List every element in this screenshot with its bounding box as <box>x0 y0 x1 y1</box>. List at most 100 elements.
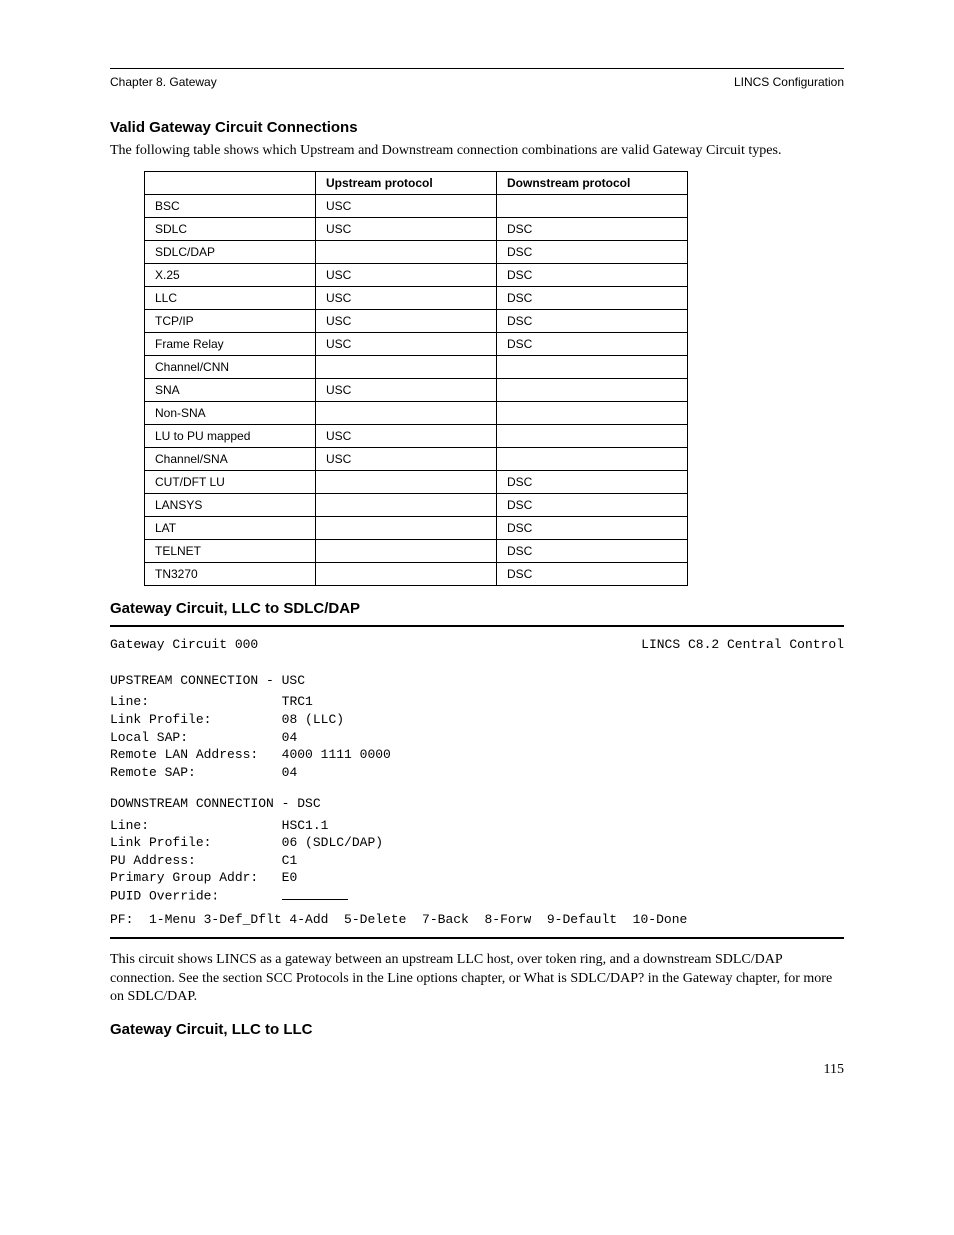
terminal-header-right: LINCS C8.2 Central Control <box>641 637 844 652</box>
table-row: X.25USCDSC <box>145 263 688 286</box>
matrix-cell: DSC <box>497 217 688 240</box>
table-row: SDLCUSCDSC <box>145 217 688 240</box>
table-row: Channel/CNN <box>145 355 688 378</box>
terminal-field-row: Line: HSC1.1 <box>110 817 844 835</box>
matrix-cell: USC <box>316 263 497 286</box>
terminal-section-heading: UPSTREAM CONNECTION - USC <box>110 672 844 690</box>
terminal-field-value: TRC1 <box>282 694 313 709</box>
matrix-cell <box>316 401 497 424</box>
terminal-field-row: Remote LAN Address: 4000 1111 0000 <box>110 746 844 764</box>
matrix-cell: LU to PU mapped <box>145 424 316 447</box>
terminal-field-label: Line: <box>110 818 282 833</box>
matrix-header-cell: Downstream protocol <box>497 171 688 194</box>
page-number: 115 <box>110 1062 844 1078</box>
matrix-cell: Channel/CNN <box>145 355 316 378</box>
table-row: Non-SNA <box>145 401 688 424</box>
terminal-field-row: Line: TRC1 <box>110 693 844 711</box>
gateway-matrix-table: Upstream protocolDownstream protocolBSCU… <box>144 171 688 586</box>
matrix-cell: USC <box>316 378 497 401</box>
matrix-cell: USC <box>316 424 497 447</box>
terminal-field-label: Local SAP: <box>110 730 282 745</box>
matrix-cell <box>497 355 688 378</box>
terminal-downstream: DOWNSTREAM CONNECTION - DSC Line: HSC1.1L… <box>110 785 844 909</box>
table-row: LAT DSC <box>145 516 688 539</box>
matrix-cell <box>316 562 497 585</box>
matrix-cell: LANSYS <box>145 493 316 516</box>
matrix-cell <box>497 447 688 470</box>
matrix-cell: USC <box>316 194 497 217</box>
matrix-cell: X.25 <box>145 263 316 286</box>
matrix-cell: USC <box>316 332 497 355</box>
matrix-cell: USC <box>316 286 497 309</box>
matrix-cell: SDLC <box>145 217 316 240</box>
terminal-field-value: HSC1.1 <box>282 818 329 833</box>
matrix-cell <box>316 355 497 378</box>
matrix-cell: TELNET <box>145 539 316 562</box>
table-row: Channel/SNAUSC <box>145 447 688 470</box>
matrix-cell: USC <box>316 447 497 470</box>
running-head-left: Chapter 8. Gateway <box>110 75 217 89</box>
matrix-header-cell: Upstream protocol <box>316 171 497 194</box>
table-row: LANSYS DSC <box>145 493 688 516</box>
matrix-cell: CUT/DFT LU <box>145 470 316 493</box>
terminal-block: Gateway Circuit 000 LINCS C8.2 Central Co… <box>110 625 844 939</box>
terminal-field-row: PU Address: C1 <box>110 852 844 870</box>
terminal-field-row: Link Profile: 08 (LLC) <box>110 711 844 729</box>
running-head-right: LINCS Configuration <box>734 75 844 89</box>
terminal-section-heading: DOWNSTREAM CONNECTION - DSC <box>110 795 844 813</box>
table-row: BSCUSC <box>145 194 688 217</box>
section-title-valid-gateway: Valid Gateway Circuit Connections <box>110 119 844 136</box>
table-row: SNAUSC <box>145 378 688 401</box>
matrix-cell: Channel/SNA <box>145 447 316 470</box>
terminal-field-label: PUID Override: <box>110 889 282 904</box>
page: Chapter 8. Gateway LINCS Configuration V… <box>0 0 954 1138</box>
terminal-field-row: Remote SAP: 04 <box>110 764 844 782</box>
matrix-cell <box>497 424 688 447</box>
terminal-title: Gateway Circuit, LLC to SDLC/DAP <box>110 600 844 617</box>
terminal-field-value: E0 <box>282 870 298 885</box>
table-row: CUT/DFT LUDSC <box>145 470 688 493</box>
table-row: LLCUSCDSC <box>145 286 688 309</box>
terminal-field-underline <box>282 887 348 900</box>
matrix-cell: Non-SNA <box>145 401 316 424</box>
table-row: LU to PU mappedUSC <box>145 424 688 447</box>
terminal-field-row: Local SAP: 04 <box>110 729 844 747</box>
matrix-cell: LLC <box>145 286 316 309</box>
matrix-header-cell <box>145 171 316 194</box>
matrix-cell: DSC <box>497 516 688 539</box>
matrix-cell <box>497 194 688 217</box>
terminal-field-value: 4000 1111 0000 <box>282 747 391 762</box>
matrix-cell <box>316 240 497 263</box>
matrix-cell <box>316 516 497 539</box>
running-head: Chapter 8. Gateway LINCS Configuration <box>110 75 844 89</box>
terminal-after-paragraph: This circuit shows LINCS as a gateway be… <box>110 951 844 1008</box>
matrix-cell: BSC <box>145 194 316 217</box>
terminal-field-label: Remote LAN Address: <box>110 747 282 762</box>
matrix-cell: DSC <box>497 493 688 516</box>
matrix-cell <box>316 539 497 562</box>
terminal-bottom-rule <box>110 937 844 939</box>
terminal-field-value: 08 (LLC) <box>282 712 344 727</box>
table-row: TELNETDSC <box>145 539 688 562</box>
terminal-field-value: 04 <box>282 765 298 780</box>
terminal-field-label: Line: <box>110 694 282 709</box>
terminal-field-row: PUID Override: <box>110 887 844 905</box>
table-row: Frame RelayUSCDSC <box>145 332 688 355</box>
gateway-matrix-table-wrap: Upstream protocolDownstream protocolBSCU… <box>144 171 844 586</box>
terminal-header-left: Gateway Circuit 000 <box>110 637 258 652</box>
intro-paragraph: The following table shows which Upstream… <box>110 142 844 161</box>
terminal-field-label: Remote SAP: <box>110 765 282 780</box>
terminal-sections: Gateway Circuit, LLC to SDLC/DAP Gateway … <box>110 600 844 1038</box>
matrix-cell: DSC <box>497 332 688 355</box>
terminal-field-value: C1 <box>282 853 298 868</box>
terminal-field-label: Primary Group Addr: <box>110 870 282 885</box>
matrix-cell: TN3270 <box>145 562 316 585</box>
matrix-cell: Frame Relay <box>145 332 316 355</box>
terminal-field-row: Link Profile: 06 (SDLC/DAP) <box>110 834 844 852</box>
table-row: TCP/IPUSCDSC <box>145 309 688 332</box>
matrix-cell: LAT <box>145 516 316 539</box>
terminal-field-row: Primary Group Addr: E0 <box>110 869 844 887</box>
matrix-cell: DSC <box>497 240 688 263</box>
matrix-cell <box>316 493 497 516</box>
top-rule <box>110 68 844 69</box>
